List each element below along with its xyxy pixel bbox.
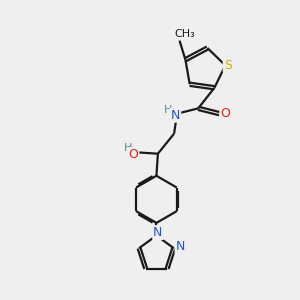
Text: H: H [164,105,172,115]
Text: S: S [224,59,232,72]
Text: H: H [124,143,133,153]
Text: O: O [128,148,138,161]
Text: CH₃: CH₃ [175,29,195,39]
Text: N: N [153,226,163,239]
Text: N: N [171,109,180,122]
Text: O: O [220,106,230,120]
Text: N: N [176,240,185,253]
